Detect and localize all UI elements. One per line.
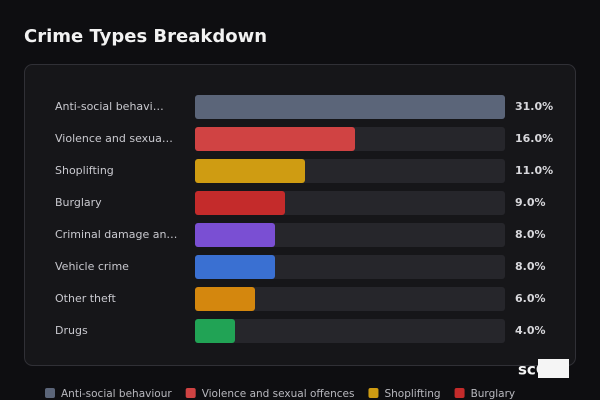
bar-track	[195, 287, 505, 311]
legend-swatch	[45, 388, 55, 398]
bar	[195, 287, 255, 311]
value-label: 4.0%	[515, 324, 546, 337]
value-label: 8.0%	[515, 260, 546, 273]
category-label: Criminal damage an…	[55, 228, 177, 241]
bar	[195, 223, 275, 247]
legend-swatch	[368, 388, 379, 398]
legend-swatch	[185, 388, 196, 398]
value-label: 11.0%	[515, 164, 553, 177]
bar	[195, 127, 355, 151]
bar	[195, 159, 305, 183]
legend-swatch	[454, 388, 465, 398]
legend-label: Burglary	[471, 388, 516, 400]
category-label: Vehicle crime	[55, 260, 129, 273]
legend-label: Anti-social behaviour	[61, 388, 172, 400]
category-label: Drugs	[55, 324, 88, 337]
legend-label: Shoplifting	[384, 388, 440, 400]
value-label: 9.0%	[515, 196, 546, 209]
category-label: Anti-social behavi…	[55, 100, 164, 113]
bar-track	[195, 319, 505, 343]
category-label: Shoplifting	[55, 164, 114, 177]
bar	[195, 255, 275, 279]
bar	[195, 191, 285, 215]
watermark-box	[538, 359, 569, 378]
value-label: 8.0%	[515, 228, 546, 241]
category-label: Violence and sexua…	[55, 132, 173, 145]
legend-label: Violence and sexual offences	[202, 388, 355, 400]
chart-title: Crime Types Breakdown	[24, 26, 267, 47]
value-label: 31.0%	[515, 100, 553, 113]
value-label: 6.0%	[515, 292, 546, 305]
watermark: scOS	[518, 361, 559, 379]
category-label: Burglary	[55, 196, 102, 209]
value-label: 16.0%	[515, 132, 553, 145]
bar	[195, 95, 505, 119]
category-label: Other theft	[55, 292, 116, 305]
bar	[195, 319, 235, 343]
